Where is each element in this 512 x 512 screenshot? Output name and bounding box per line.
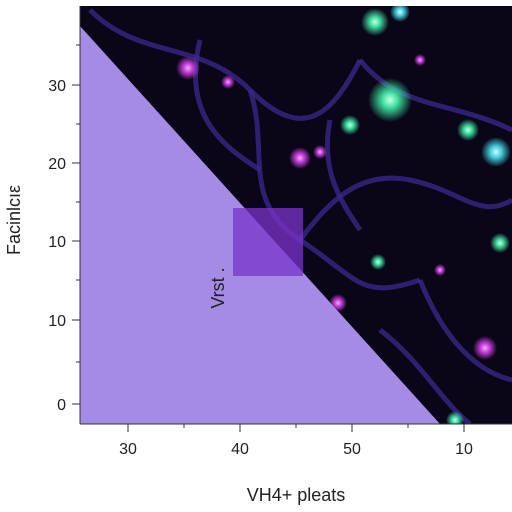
x-axis-ticks <box>127 424 465 432</box>
x-tick-label: 30 <box>119 441 137 458</box>
magenta-spot <box>221 75 235 89</box>
magenta-spot <box>313 145 327 159</box>
magenta-spot <box>289 147 311 169</box>
x-tick-label: 10 <box>455 441 473 458</box>
green-spot <box>370 254 386 270</box>
x-tick-label: 40 <box>231 441 249 458</box>
magenta-spot <box>176 56 200 80</box>
y-tick-label: 20 <box>48 156 66 173</box>
y-axis-title: Facinlcıε <box>4 185 24 255</box>
magenta-spot <box>414 54 426 66</box>
green-spot <box>457 119 479 141</box>
y-tick-label: 10 <box>48 234 66 251</box>
green-spot <box>446 411 464 424</box>
y-tick-label: 10 <box>48 313 66 330</box>
cyan-spot <box>390 6 410 22</box>
x-tick-label: 50 <box>343 441 361 458</box>
magenta-spot <box>434 264 446 276</box>
green-spot <box>368 78 412 122</box>
green-spot <box>490 233 510 253</box>
magenta-spot <box>473 336 497 360</box>
green-spot <box>361 8 389 36</box>
green-spot <box>340 115 360 135</box>
y-axis-ticks <box>72 44 80 405</box>
x-axis-title: VH4+ pleats <box>247 485 346 505</box>
cyan-spot <box>481 137 511 167</box>
region-annotation: Vrst . <box>208 267 228 308</box>
y-tick-label: 30 <box>48 78 66 95</box>
highlight-box <box>233 208 303 276</box>
y-tick-label: 0 <box>57 397 66 414</box>
plot-area <box>80 6 512 424</box>
fluorescent-spots <box>176 6 511 424</box>
